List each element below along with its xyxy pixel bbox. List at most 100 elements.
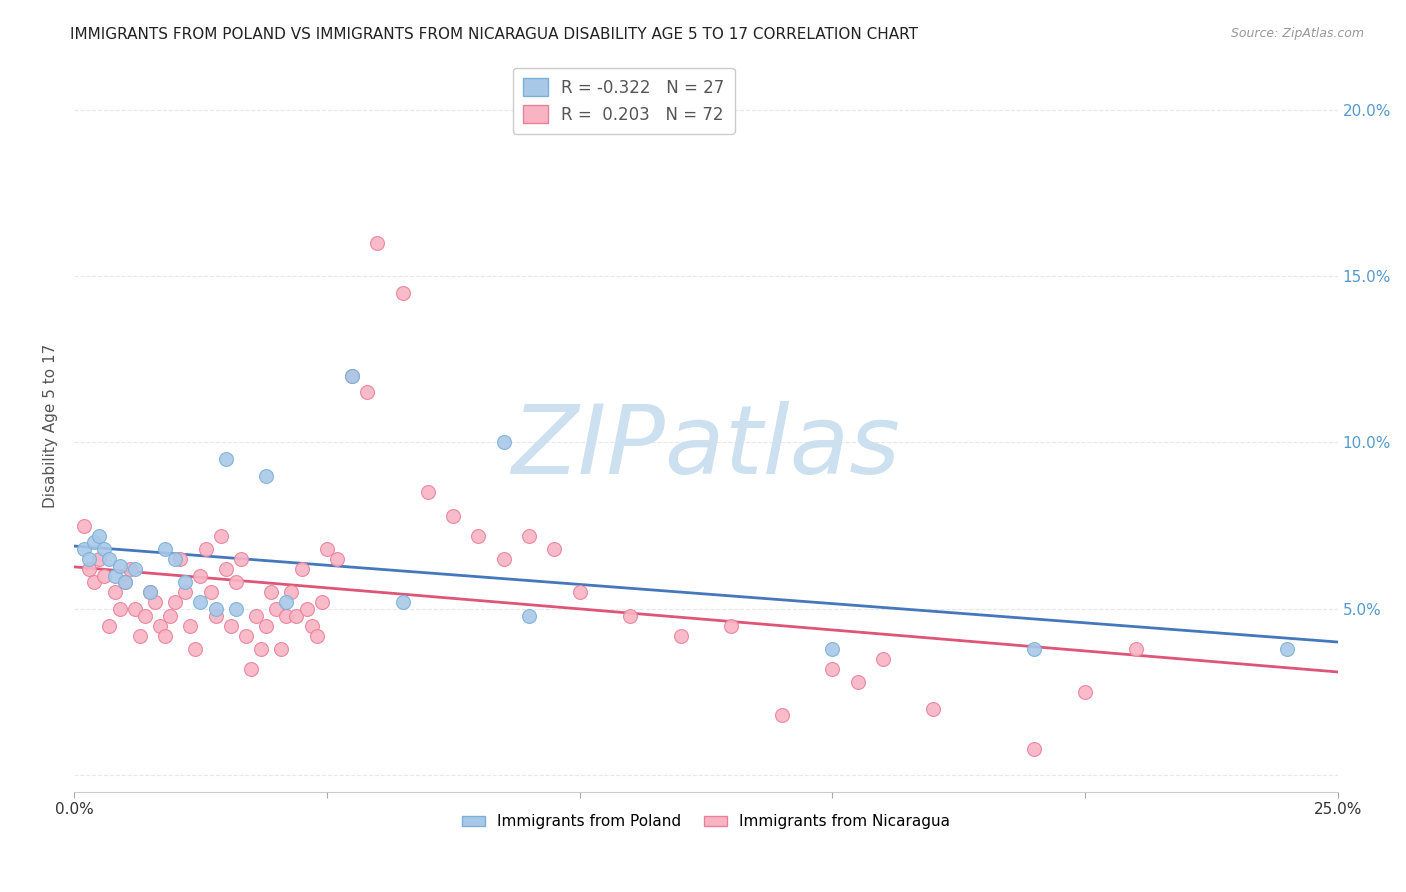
Point bbox=[153, 541, 176, 556]
Point bbox=[124, 562, 146, 576]
Point bbox=[366, 235, 388, 250]
Point bbox=[391, 285, 413, 300]
Point bbox=[89, 528, 111, 542]
Point bbox=[1125, 641, 1147, 656]
Point bbox=[254, 618, 277, 632]
Point bbox=[159, 608, 181, 623]
Point bbox=[235, 628, 257, 642]
Point bbox=[305, 628, 328, 642]
Point bbox=[225, 575, 247, 590]
Point bbox=[200, 585, 222, 599]
Point bbox=[73, 518, 96, 533]
Point bbox=[340, 368, 363, 383]
Point bbox=[143, 595, 166, 609]
Point bbox=[669, 628, 692, 642]
Point bbox=[179, 618, 201, 632]
Point bbox=[1024, 641, 1046, 656]
Point bbox=[922, 702, 945, 716]
Point bbox=[340, 368, 363, 383]
Point bbox=[93, 541, 115, 556]
Text: ZIPatlas: ZIPatlas bbox=[512, 401, 900, 494]
Point bbox=[492, 552, 515, 566]
Point bbox=[543, 541, 565, 556]
Point bbox=[391, 595, 413, 609]
Point bbox=[77, 562, 100, 576]
Point bbox=[260, 585, 283, 599]
Point bbox=[204, 602, 226, 616]
Point bbox=[225, 602, 247, 616]
Point bbox=[266, 602, 288, 616]
Point bbox=[153, 628, 176, 642]
Text: Source: ZipAtlas.com: Source: ZipAtlas.com bbox=[1230, 27, 1364, 40]
Point bbox=[93, 568, 115, 582]
Legend: Immigrants from Poland, Immigrants from Nicaragua: Immigrants from Poland, Immigrants from … bbox=[456, 808, 956, 836]
Point bbox=[89, 552, 111, 566]
Point bbox=[73, 541, 96, 556]
Point bbox=[194, 541, 217, 556]
Point bbox=[184, 641, 207, 656]
Point bbox=[441, 508, 464, 523]
Point bbox=[229, 552, 252, 566]
Point bbox=[98, 552, 121, 566]
Point bbox=[770, 708, 793, 723]
Point bbox=[1024, 741, 1046, 756]
Point bbox=[77, 552, 100, 566]
Point bbox=[114, 575, 136, 590]
Point bbox=[139, 585, 162, 599]
Point bbox=[290, 562, 312, 576]
Point bbox=[254, 468, 277, 483]
Point bbox=[1277, 641, 1299, 656]
Point bbox=[209, 528, 232, 542]
Y-axis label: Disability Age 5 to 17: Disability Age 5 to 17 bbox=[44, 343, 58, 508]
Point bbox=[219, 618, 242, 632]
Point bbox=[169, 552, 191, 566]
Point bbox=[356, 385, 378, 400]
Point bbox=[240, 662, 263, 676]
Point bbox=[821, 641, 844, 656]
Point bbox=[165, 552, 187, 566]
Point bbox=[301, 618, 323, 632]
Point bbox=[492, 435, 515, 450]
Point bbox=[720, 618, 742, 632]
Point bbox=[245, 608, 267, 623]
Point bbox=[114, 575, 136, 590]
Point bbox=[276, 608, 298, 623]
Point bbox=[270, 641, 292, 656]
Point bbox=[174, 585, 197, 599]
Point bbox=[821, 662, 844, 676]
Point bbox=[103, 568, 125, 582]
Point bbox=[1074, 685, 1097, 699]
Point bbox=[568, 585, 591, 599]
Point bbox=[285, 608, 308, 623]
Point bbox=[215, 562, 238, 576]
Point bbox=[149, 618, 172, 632]
Point bbox=[846, 675, 869, 690]
Point bbox=[128, 628, 150, 642]
Point bbox=[619, 608, 641, 623]
Point bbox=[190, 568, 212, 582]
Point bbox=[326, 552, 349, 566]
Point bbox=[416, 485, 439, 500]
Point bbox=[134, 608, 156, 623]
Point bbox=[98, 618, 121, 632]
Point bbox=[83, 535, 105, 549]
Point bbox=[872, 652, 894, 666]
Point bbox=[108, 558, 131, 573]
Point bbox=[139, 585, 162, 599]
Point bbox=[517, 528, 540, 542]
Point bbox=[174, 575, 197, 590]
Point bbox=[83, 575, 105, 590]
Point bbox=[108, 602, 131, 616]
Point bbox=[190, 595, 212, 609]
Point bbox=[315, 541, 337, 556]
Point bbox=[517, 608, 540, 623]
Point bbox=[250, 641, 273, 656]
Point bbox=[276, 595, 298, 609]
Point bbox=[467, 528, 489, 542]
Point bbox=[204, 608, 226, 623]
Point bbox=[311, 595, 333, 609]
Point bbox=[280, 585, 302, 599]
Point bbox=[103, 585, 125, 599]
Point bbox=[118, 562, 141, 576]
Point bbox=[295, 602, 318, 616]
